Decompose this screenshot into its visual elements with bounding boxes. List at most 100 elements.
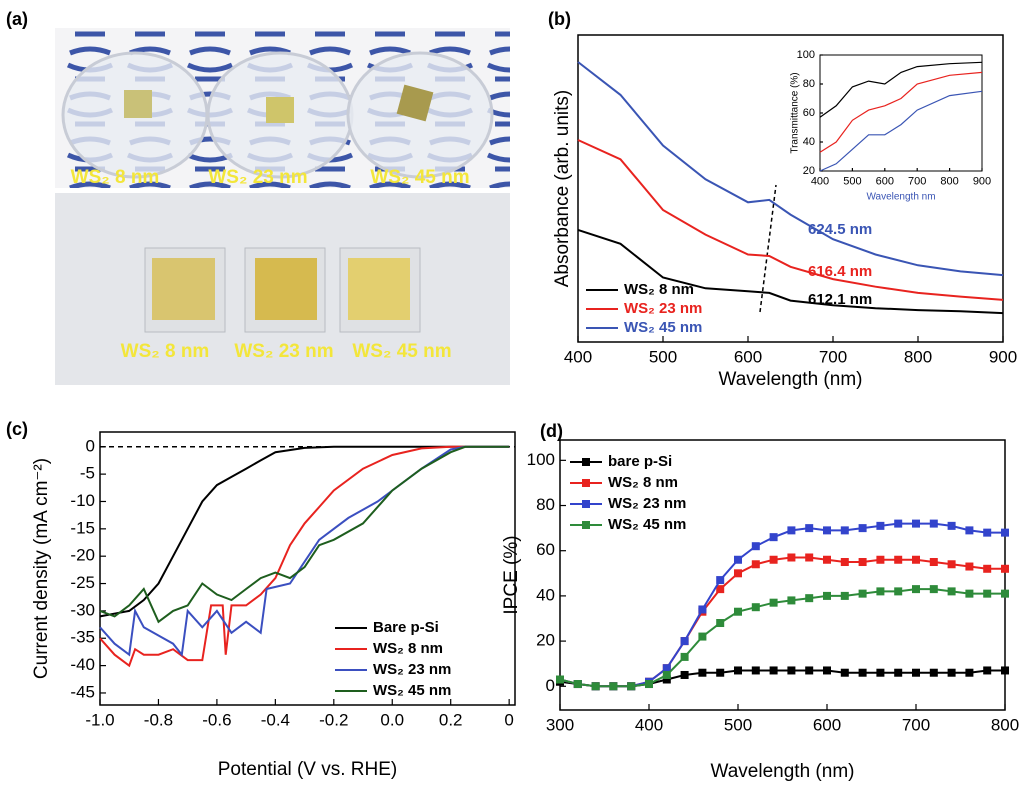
data-point	[787, 596, 796, 605]
y-tick-label: 0	[546, 676, 555, 695]
data-point	[894, 668, 903, 677]
y-tick-label: -15	[70, 518, 95, 537]
data-point	[805, 553, 814, 562]
series-line	[559, 556, 1005, 688]
x-tick-label: 800	[904, 348, 932, 367]
y-tick-label: 0	[86, 436, 95, 455]
data-point	[1001, 564, 1009, 573]
x-tick-label: -0.4	[261, 711, 290, 730]
data-point	[947, 587, 956, 596]
data-point	[734, 666, 742, 675]
data-point	[876, 521, 885, 530]
photo-label: WS₂ 23 nm	[234, 341, 333, 362]
data-point	[840, 668, 849, 677]
peak-shift-line	[759, 184, 777, 313]
panel-label: (b)	[548, 9, 571, 29]
x-tick-label: 0	[504, 711, 513, 730]
data-point	[627, 682, 636, 691]
data-point	[716, 668, 725, 677]
data-point	[912, 668, 920, 677]
data-point	[858, 589, 867, 598]
data-point	[823, 666, 831, 675]
data-point	[680, 670, 689, 679]
y-tick-label: 80	[536, 495, 555, 514]
data-point	[965, 526, 974, 535]
x-tick-label: 400	[564, 348, 592, 367]
data-point	[823, 591, 831, 600]
y-tick-label: -25	[70, 573, 95, 592]
series-line	[577, 61, 1004, 277]
data-point	[662, 670, 671, 679]
data-point	[751, 603, 760, 612]
y-tick-label: -35	[70, 628, 95, 647]
data-point	[858, 558, 867, 567]
legend-label: bare p-Si	[608, 453, 672, 470]
x-tick-label: 600	[876, 175, 894, 187]
legend-marker	[582, 500, 590, 508]
data-point	[662, 675, 671, 684]
legend-label: WS₂ 8 nm	[373, 640, 443, 657]
data-point	[965, 562, 974, 571]
x-tick-label: 500	[843, 175, 861, 187]
x-tick-label: -0.6	[202, 711, 231, 730]
data-point	[858, 524, 867, 533]
data-point	[609, 682, 618, 691]
data-point	[716, 576, 725, 585]
data-point	[894, 587, 903, 596]
x-tick-label: 400	[811, 175, 829, 187]
data-point	[751, 542, 760, 551]
series-line	[99, 445, 510, 624]
data-point	[983, 589, 992, 598]
series-line	[559, 669, 1005, 688]
plot-frame	[99, 431, 516, 706]
legend-label: WS₂ 8 nm	[608, 474, 678, 491]
photo-label: WS₂ 23 nm	[208, 167, 307, 188]
legend-label: WS₂ 45 nm	[373, 682, 451, 699]
data-point	[591, 682, 600, 691]
x-tick-label: 600	[813, 716, 841, 735]
series-line	[559, 522, 1005, 688]
sample	[152, 258, 215, 320]
panel-label: (a)	[6, 9, 28, 29]
x-tick-label: 700	[908, 175, 926, 187]
x-tick-label: 600	[734, 348, 762, 367]
data-point	[769, 533, 778, 542]
data-point	[556, 675, 564, 684]
data-point	[716, 619, 725, 628]
legend-label: WS₂ 23 nm	[608, 495, 686, 512]
annotation: 612.1 nm	[808, 291, 872, 308]
x-tick-label: 700	[819, 348, 847, 367]
data-point	[983, 666, 992, 675]
data-point	[805, 594, 814, 603]
y-tick-label: 40	[536, 585, 555, 604]
legend-label: WS₂ 23 nm	[624, 300, 702, 317]
data-point	[769, 555, 778, 564]
photo-label: WS₂ 45 nm	[370, 167, 469, 188]
data-point	[805, 666, 814, 675]
photo-label: WS₂ 45 nm	[352, 341, 451, 362]
y-tick-label: -30	[70, 600, 95, 619]
data-point	[929, 519, 938, 528]
x-tick-label: 800	[940, 175, 958, 187]
x-tick-label: 500	[649, 348, 677, 367]
data-point	[1001, 666, 1009, 675]
data-point	[734, 569, 742, 578]
data-point	[787, 666, 796, 675]
photo-label: WS₂ 8 nm	[71, 167, 160, 188]
data-point	[573, 680, 582, 689]
y-tick-label: -20	[70, 546, 95, 565]
legend-label: WS₂ 45 nm	[608, 516, 686, 533]
data-point	[698, 632, 707, 641]
data-point	[894, 519, 903, 528]
data-point	[965, 668, 974, 677]
x-tick-label: 400	[635, 716, 663, 735]
x-axis-label: Wavelength (nm)	[711, 761, 855, 782]
data-point	[805, 524, 814, 533]
sample	[266, 97, 294, 123]
data-point	[751, 560, 760, 569]
data-point	[929, 585, 938, 594]
sample	[255, 258, 317, 320]
y-tick-label: -10	[70, 491, 95, 510]
y-axis-label: Transmittance (%)	[790, 72, 801, 153]
